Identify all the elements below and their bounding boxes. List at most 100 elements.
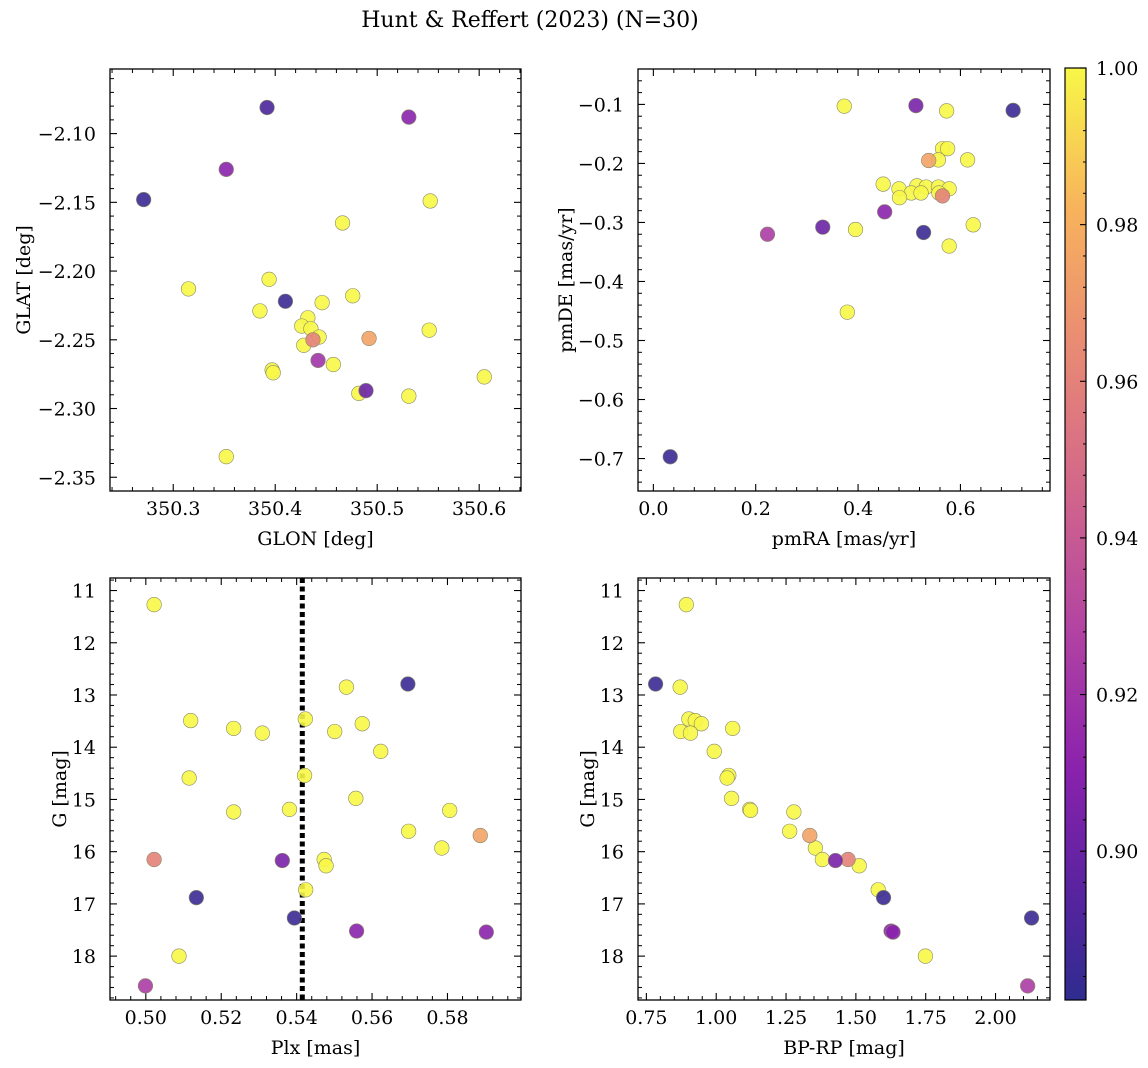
data-point [827, 852, 844, 869]
panel-2: 0.0 0.2 0.4 0.6 −0.7 −0.6 −0.5 −0.4 −0.3 −0.2 −0.1… [555, 68, 1051, 550]
y-tick-label: −2.35 [38, 467, 96, 489]
x-tick-label: 350.5 [350, 498, 404, 520]
data-point [941, 238, 957, 254]
x-axis-label: pmRA [mas/yr] [772, 528, 916, 550]
data-point [136, 191, 152, 208]
data-point [891, 190, 908, 206]
data-point [327, 723, 343, 740]
data-point [939, 103, 955, 119]
data-point [786, 804, 802, 820]
y-tick-label: 15 [72, 789, 96, 811]
y-tick-label: 11 [600, 581, 624, 603]
data-point [281, 801, 298, 817]
y-tick-label: −0.2 [578, 153, 624, 175]
data-point [759, 226, 776, 242]
y-tick-label: 14 [600, 737, 624, 759]
data-point [940, 141, 956, 157]
y-tick-label: 16 [72, 842, 96, 864]
data-point [261, 271, 277, 287]
x-tick-label: 0.50 [125, 1007, 167, 1029]
data-point [265, 365, 281, 381]
data-point [338, 679, 355, 695]
data-point [226, 804, 242, 820]
data-point [442, 802, 458, 819]
data-point [421, 322, 437, 338]
y-tick-label: 15 [600, 789, 624, 811]
x-axis-label: BP-RP [mag] [783, 1037, 905, 1059]
data-point [478, 924, 494, 940]
y-tick-label: −0.3 [578, 212, 624, 234]
data-point [361, 330, 377, 347]
colorbar-tick-label: 0.96 [1096, 371, 1138, 393]
colorbar-tick-label: 0.92 [1096, 685, 1138, 707]
data-point [815, 219, 831, 235]
data-point [875, 890, 892, 906]
data-point [921, 152, 937, 169]
data-point [349, 923, 365, 939]
colorbar: 0.90 0.92 0.94 0.96 0.98 1.00 [1064, 58, 1138, 1001]
data-point [188, 890, 204, 906]
data-point [286, 910, 302, 926]
data-point [917, 948, 934, 964]
data-point [401, 109, 417, 125]
data-point [913, 185, 929, 201]
data-point [908, 97, 924, 114]
y-tick-label: 13 [600, 685, 624, 707]
y-tick-label: −0.5 [578, 330, 624, 352]
data-point [839, 304, 855, 320]
axes-frame [109, 577, 522, 1001]
y-tick-label: −2.15 [38, 192, 96, 214]
data-point [298, 882, 314, 898]
data-point [277, 293, 294, 309]
data-point [723, 790, 740, 807]
data-point [1020, 978, 1036, 994]
data-point [254, 725, 270, 741]
data-point [146, 851, 162, 868]
data-point [422, 193, 438, 209]
data-point [296, 767, 313, 784]
data-point [401, 388, 417, 404]
data-point [180, 281, 197, 297]
y-tick-label: −0.4 [578, 271, 624, 293]
data-point [693, 716, 710, 732]
y-tick-label: 18 [600, 946, 624, 968]
data-point [348, 790, 364, 807]
x-tick-label: 0.54 [275, 1007, 317, 1029]
data-point [226, 720, 242, 737]
data-point [836, 98, 852, 114]
x-axis-label: GLON [deg] [257, 528, 373, 550]
data-point [259, 99, 275, 116]
x-tick-label: 0.0 [638, 498, 668, 520]
data-point [682, 725, 699, 741]
colorbar-tick-label: 0.98 [1096, 215, 1138, 237]
data-point [647, 676, 664, 692]
data-point [305, 332, 321, 348]
panel-1: 350.3 350.4 350.5 350.6 −2.35 −2.30 −2.25 −2.20… [13, 68, 522, 550]
y-tick-label: 12 [72, 633, 96, 655]
y-tick-label: −2.30 [38, 399, 96, 421]
y-tick-label: 16 [600, 842, 624, 864]
data-point [742, 802, 759, 819]
data-point [325, 356, 341, 373]
x-tick-label: 0.6 [945, 498, 975, 520]
data-point [965, 217, 981, 233]
x-tick-label: 0.4 [843, 498, 873, 520]
data-point [252, 303, 268, 319]
data-point [218, 161, 234, 177]
colorbar-tick-label: 1.00 [1096, 58, 1138, 80]
data-point [334, 215, 351, 231]
figure-title: Hunt & Reffert (2023) (N=30) [361, 8, 699, 33]
x-axis-label: Plx [mas] [271, 1037, 361, 1059]
x-tick-label: 0.75 [625, 1007, 667, 1029]
data-point [875, 176, 891, 192]
data-point [1023, 910, 1040, 926]
y-tick-label: 13 [72, 685, 96, 707]
x-tick-label: 2.00 [974, 1007, 1016, 1029]
data-point [434, 840, 450, 856]
y-tick-label: −0.7 [578, 449, 624, 471]
x-tick-label: 350.4 [248, 498, 302, 520]
panel-4: 0.75 1.00 1.25 1.50 1.75 2.00 11 12 13 14 15 16 17 18… [577, 577, 1051, 1059]
x-tick-label: 1.75 [905, 1007, 947, 1029]
data-point [171, 948, 187, 964]
y-tick-label: −0.6 [578, 390, 624, 412]
